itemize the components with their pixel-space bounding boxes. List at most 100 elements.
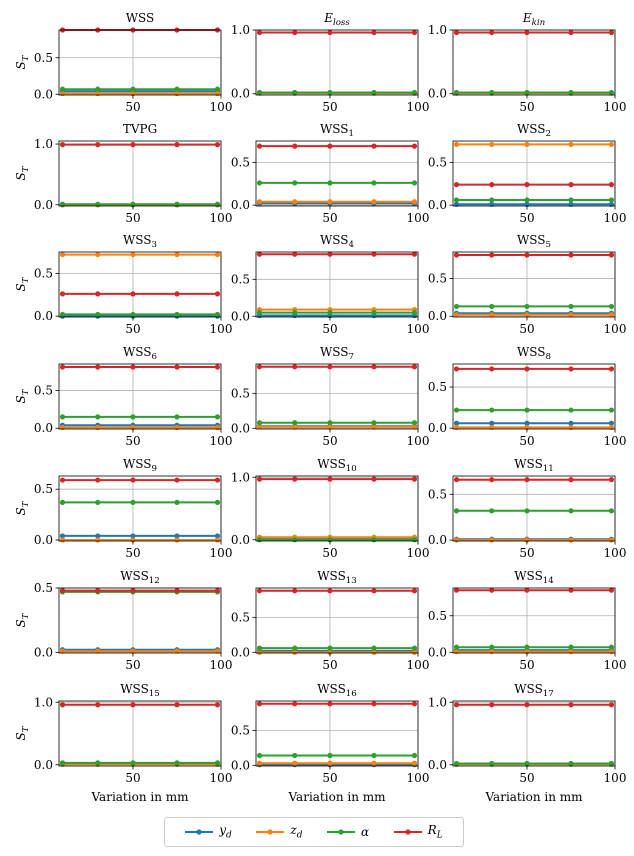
axis-frame: [255, 140, 419, 207]
data-point-yd: [568, 420, 574, 426]
data-point-RL: [524, 366, 530, 372]
data-point-alpha: [256, 645, 263, 651]
data-point-zd: [568, 312, 574, 318]
data-point-zd: [489, 312, 495, 318]
data-point-alpha: [59, 499, 66, 506]
data-point-alpha: [453, 303, 460, 310]
data-point-zd: [256, 199, 263, 205]
data-point-alpha: [130, 760, 136, 766]
data-point-zd: [371, 760, 377, 766]
subplot-9: 50 100 0.0 0.5 WSS5: [428, 233, 627, 336]
axis-frame: [255, 700, 419, 767]
y-tick-label: 0.0: [428, 421, 447, 435]
data-point-alpha: [453, 644, 460, 650]
data-point-alpha: [174, 760, 180, 766]
data-point-zd: [256, 424, 263, 430]
data-point-alpha: [524, 407, 530, 413]
data-point-alpha: [411, 752, 418, 759]
axis-frame: [58, 587, 222, 654]
data-point-zd: [453, 312, 460, 318]
data-point-RL: [524, 702, 530, 708]
data-point-alpha: [214, 201, 221, 207]
data-point-alpha: [214, 414, 221, 420]
data-point-alpha: [608, 760, 615, 767]
x-tick-label: 50: [322, 546, 337, 560]
subplot-13: 50 100 0.0 0.5 WSS9 ST: [14, 457, 232, 560]
data-point-RL: [453, 477, 460, 483]
data-point-zd: [174, 648, 180, 654]
data-point-RL: [411, 701, 418, 707]
y-tick-label: 0.0: [231, 309, 250, 323]
y-tick-label: 0.5: [428, 609, 447, 623]
y-axis-label: ST: [14, 612, 31, 627]
data-point-yd: [174, 533, 180, 539]
x-tick-label: 50: [125, 434, 140, 448]
data-point-alpha: [608, 508, 615, 514]
legend-item-yd: yd: [185, 823, 232, 841]
data-point-RL: [524, 477, 530, 483]
y-tick-label: 0.0: [34, 198, 53, 212]
data-point-RL: [453, 587, 460, 593]
axis-frame: [452, 587, 616, 654]
data-point-RL: [411, 251, 418, 257]
data-point-alpha: [292, 89, 298, 96]
legend-swatch-zd: [256, 829, 285, 835]
y-axis-label: ST: [14, 388, 31, 403]
data-point-RL: [174, 702, 180, 708]
data-point-alpha: [174, 499, 180, 506]
data-point-zd: [292, 424, 298, 430]
y-tick-label: 0.5: [428, 271, 447, 285]
data-point-RL: [568, 182, 574, 188]
axis-frame: [452, 140, 616, 207]
data-point-RL: [59, 142, 66, 148]
subplot-2: 50 100 0.0 1.0 Eloss: [231, 11, 430, 114]
y-tick-label: 0.5: [428, 155, 447, 169]
legend-label-RL: RL: [427, 823, 443, 841]
data-point-zd: [524, 141, 530, 148]
data-point-alpha: [568, 89, 574, 96]
data-point-RL: [256, 588, 263, 594]
y-axis-label: ST: [14, 725, 31, 740]
y-tick-label: 1.0: [231, 23, 250, 37]
y-axis-label-text: ST: [14, 612, 31, 627]
x-tick-label: 100: [210, 322, 233, 336]
subplot-5: 50 100 0.0 0.5 WSS1: [231, 122, 430, 225]
y-tick-label: 0.5: [34, 266, 53, 280]
y-tick-label: 0.5: [34, 581, 53, 595]
data-point-RL: [453, 29, 460, 36]
data-point-alpha: [214, 760, 221, 766]
data-point-RL: [95, 587, 101, 594]
y-tick-label: 0.5: [34, 482, 53, 496]
data-point-zd: [174, 537, 180, 543]
data-point-alpha: [411, 645, 418, 651]
y-tick-label: 1.0: [34, 695, 53, 709]
data-point-alpha: [256, 537, 263, 543]
y-tick-label: 0.0: [231, 645, 250, 659]
data-point-RL: [256, 29, 263, 36]
data-point-alpha: [292, 420, 298, 426]
x-tick-label: 50: [519, 211, 534, 225]
data-point-RL: [214, 702, 221, 708]
y-axis-label: ST: [14, 276, 31, 291]
data-point-zd: [214, 251, 221, 258]
subplot-11: 50 100 0.0 0.5 WSS7: [231, 345, 430, 448]
data-point-alpha: [327, 180, 333, 186]
subplot-title: WSS: [126, 11, 155, 25]
y-axis-label-text: ST: [14, 165, 31, 180]
data-point-alpha: [411, 180, 418, 186]
subplot-17: 50 100 0.0 0.5 WSS13: [231, 569, 430, 672]
data-point-alpha: [256, 89, 263, 96]
data-point-alpha: [59, 86, 66, 92]
legend-label-yd: yd: [219, 823, 232, 841]
data-point-zd: [59, 251, 66, 258]
subplot-16: 50 100 0.0 0.5 WSS12 ST: [14, 569, 232, 672]
y-tick-label: 0.5: [231, 272, 250, 286]
data-point-alpha: [608, 303, 615, 310]
legend-label-zd: zd: [290, 823, 303, 841]
data-point-RL: [130, 477, 136, 483]
data-point-alpha: [371, 537, 377, 543]
data-point-zd: [327, 424, 333, 430]
data-point-zd: [371, 424, 377, 430]
x-tick-label: 50: [322, 434, 337, 448]
data-point-zd: [327, 649, 333, 655]
